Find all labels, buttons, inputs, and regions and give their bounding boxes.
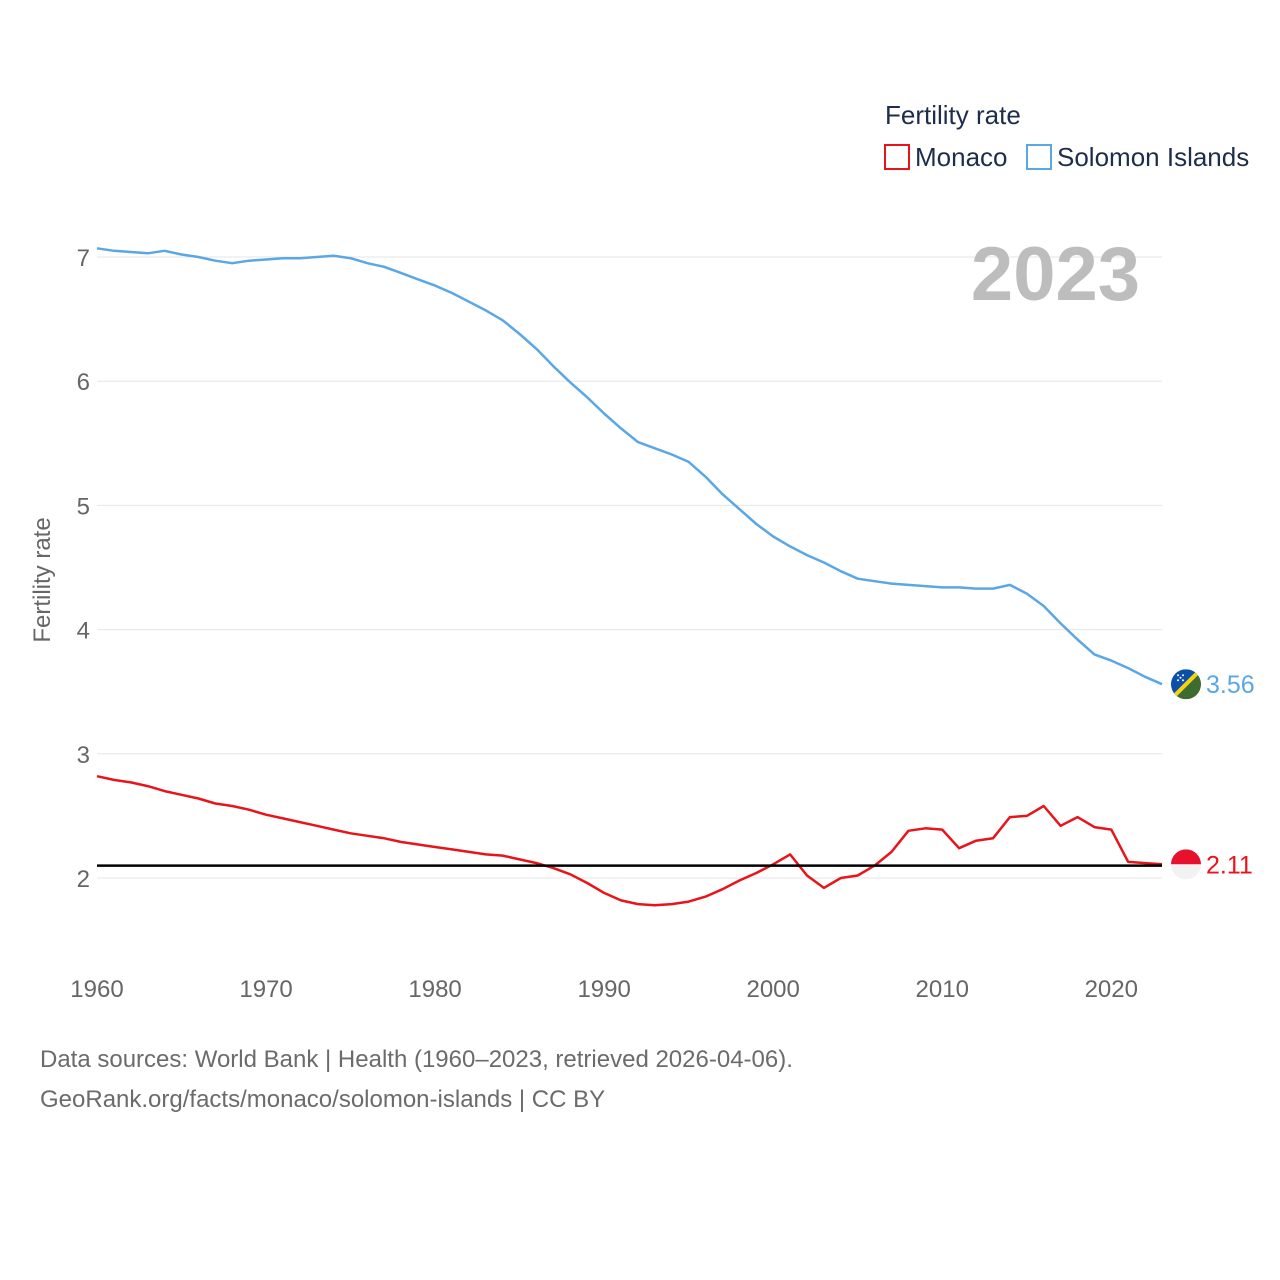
legend-item-solomon-islands[interactable]: Solomon Islands: [1026, 142, 1249, 172]
series-line-solomon-islands: [96, 247, 1163, 686]
y-axis-title: Fertility rate: [29, 517, 56, 642]
x-tick-label: 2020: [1085, 976, 1138, 1003]
y-tick-label: 5: [77, 493, 90, 520]
x-tick-label: 1960: [70, 976, 123, 1003]
monaco-flag: [1171, 849, 1201, 880]
legend-swatch-solomon-islands: [1026, 144, 1052, 170]
y-axis-ticks: 2 3 4 5 6 7: [77, 245, 90, 893]
fertility-rate-chart: 2 3 4 5 6 7 1960 1970 1980 1990 2000 2010 2020 Fert…: [29, 100, 1255, 1003]
x-tick-label: 1970: [239, 976, 292, 1003]
source-line-1: Data sources: World Bank | Health (1960–…: [40, 1046, 793, 1073]
x-tick-label: 2000: [746, 976, 799, 1003]
end-marker-solomon-islands: 3.56: [1171, 669, 1255, 700]
source-note: Data sources: World Bank | Health (1960–…: [40, 1040, 793, 1120]
gridlines: [97, 256, 1162, 879]
source-line-2: GeoRank.org/facts/monaco/solomon-islands…: [40, 1086, 606, 1113]
legend-swatch-monaco: [884, 144, 910, 170]
x-tick-label: 2010: [916, 976, 969, 1003]
legend-title: Fertility rate: [885, 100, 1021, 130]
solomon-islands-flag: [1171, 669, 1201, 700]
x-tick-label: 1990: [577, 976, 630, 1003]
legend-label-monaco: Monaco: [915, 142, 1008, 172]
y-tick-label: 2: [77, 866, 90, 893]
legend-item-monaco[interactable]: Monaco: [884, 142, 1008, 172]
end-value-solomon-islands: 3.56: [1206, 671, 1255, 699]
x-axis-ticks: 1960 1970 1980 1990 2000 2010 2020: [70, 976, 1138, 1003]
series-line-monaco: [96, 774, 1163, 907]
y-tick-label: 6: [77, 369, 90, 396]
legend: Fertility rate Monaco Solomon Islands: [884, 100, 1249, 172]
y-tick-label: 4: [77, 618, 90, 645]
y-tick-label: 3: [77, 742, 90, 769]
legend-label-solomon-islands: Solomon Islands: [1057, 142, 1249, 172]
x-tick-label: 1980: [408, 976, 461, 1003]
end-value-monaco: 2.11: [1206, 851, 1253, 879]
year-label: 2023: [971, 232, 1140, 317]
y-tick-label: 7: [77, 245, 90, 272]
end-marker-monaco: 2.11: [1171, 849, 1253, 880]
end-markers: 2.11 3.56: [1171, 669, 1255, 880]
series-lines: [96, 247, 1163, 907]
